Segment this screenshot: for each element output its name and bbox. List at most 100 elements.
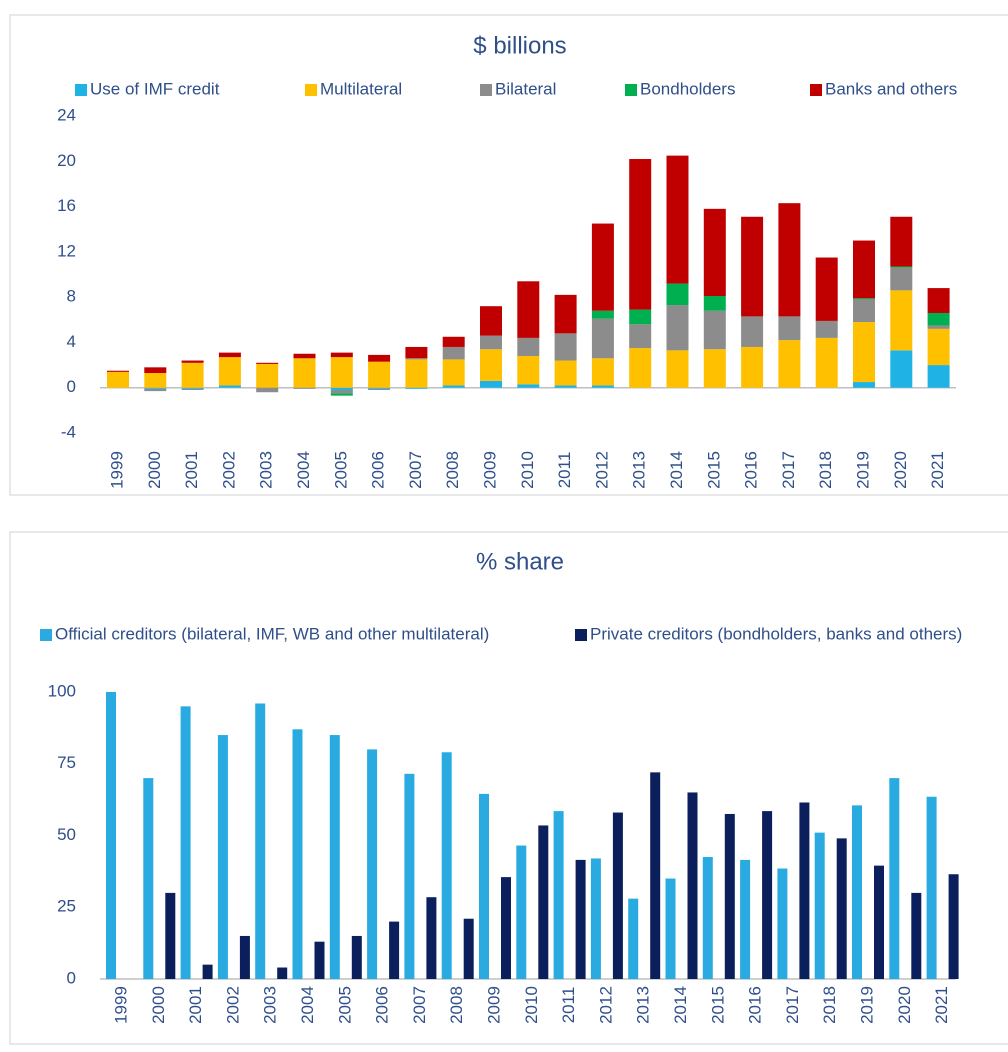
- bar: [538, 825, 549, 979]
- bar: [874, 865, 884, 979]
- x-tick-label: 2007: [406, 451, 425, 489]
- legend-swatch: [40, 629, 52, 641]
- bar-segment: [927, 288, 950, 313]
- legend-label: Official creditors (bilateral, IMF, WB a…: [55, 624, 489, 643]
- x-tick-label: 2009: [484, 986, 503, 1024]
- bar-segment: [405, 387, 428, 389]
- bar-segment: [368, 387, 391, 389]
- bar-segment: [181, 362, 204, 388]
- bar-segment: [591, 318, 614, 359]
- x-tick-label: 1999: [111, 986, 130, 1024]
- bar: [501, 877, 511, 979]
- bar-segment: [853, 322, 875, 383]
- y-tick-label: 50: [57, 825, 76, 844]
- bar-segment: [554, 385, 577, 388]
- bar: [143, 778, 154, 979]
- x-tick-label: 2012: [596, 986, 615, 1024]
- bar-segment: [330, 389, 353, 394]
- y-tick-label: 0: [67, 968, 76, 987]
- x-tick-label: 2005: [335, 986, 354, 1024]
- chart-title: $ billions: [473, 32, 566, 59]
- bar-segment: [629, 309, 652, 325]
- bar-segment: [890, 216, 913, 267]
- bar-segment: [442, 346, 465, 360]
- bar: [292, 729, 303, 979]
- legend-label: Use of IMF credit: [90, 79, 220, 98]
- bar-segment: [778, 316, 801, 341]
- x-tick-label: 2019: [853, 451, 872, 489]
- bar-segment: [330, 352, 353, 358]
- y-tick-label: 4: [67, 332, 76, 351]
- bar-segment: [629, 159, 652, 310]
- legend-swatch: [625, 84, 637, 96]
- x-tick-label: 2000: [145, 451, 164, 489]
- bar-segment: [815, 257, 838, 321]
- bar: [479, 793, 489, 979]
- x-tick-label: 2017: [779, 451, 798, 489]
- x-tick-label: 1999: [107, 451, 126, 489]
- bar-segment: [741, 316, 764, 347]
- bar: [665, 878, 676, 979]
- bar-segment: [591, 310, 614, 319]
- bar-segment: [554, 333, 577, 361]
- bar-segment: [703, 349, 726, 388]
- panel-frame: [9, 14, 1008, 496]
- bar-segment: [144, 372, 167, 388]
- x-tick-label: 2004: [294, 451, 313, 489]
- bar-segment: [107, 370, 129, 372]
- bar: [724, 813, 735, 979]
- bar: [202, 964, 213, 979]
- legend-label: Private creditors (bondholders, banks an…: [590, 624, 962, 643]
- y-tick-label: 20: [57, 151, 76, 170]
- x-tick-label: 2016: [742, 451, 761, 489]
- x-tick-label: 2015: [704, 451, 723, 489]
- bar-segment: [293, 353, 316, 359]
- bar-segment: [442, 385, 465, 388]
- bar: [836, 838, 847, 979]
- bar-segment: [890, 350, 913, 388]
- bar-segment: [927, 312, 950, 326]
- bar: [255, 703, 266, 979]
- bar: [367, 749, 378, 979]
- bar: [852, 805, 862, 979]
- bar: [351, 935, 362, 979]
- x-tick-label: 2005: [331, 451, 350, 489]
- bar-segment: [666, 305, 689, 351]
- bar-segment: [741, 216, 764, 317]
- bar: [389, 921, 400, 979]
- bar-segment: [218, 385, 241, 388]
- x-tick-label: 2013: [634, 986, 653, 1024]
- bar: [180, 706, 191, 979]
- bar-segment: [890, 266, 913, 268]
- chart-title: % share: [476, 548, 564, 575]
- x-tick-label: 2010: [518, 451, 537, 489]
- y-tick-label: 24: [57, 105, 76, 124]
- x-tick-label: 2018: [816, 451, 835, 489]
- bar-segment: [330, 393, 353, 396]
- bar-segment: [218, 352, 241, 358]
- legend-label: Banks and others: [825, 79, 957, 98]
- y-tick-label: 25: [57, 897, 76, 916]
- bar-segment: [815, 320, 838, 338]
- bar-segment: [405, 346, 428, 359]
- bar-segment: [666, 283, 689, 306]
- panel-frame: [9, 531, 1008, 1045]
- bar-segment: [442, 336, 465, 347]
- x-tick-label: 2017: [783, 986, 802, 1024]
- legend-swatch: [305, 84, 317, 96]
- bar: [612, 812, 623, 979]
- bar-segment: [368, 388, 391, 390]
- y-tick-label: 75: [57, 753, 76, 772]
- bar: [740, 859, 751, 979]
- bar-segment: [591, 223, 614, 311]
- legend-label: Bilateral: [495, 79, 556, 98]
- bar-segment: [778, 203, 801, 317]
- bar-segment: [927, 328, 950, 366]
- bar: [889, 778, 900, 979]
- bar-segment: [181, 388, 204, 390]
- bar: [217, 735, 228, 979]
- x-tick-label: 2021: [928, 451, 947, 489]
- legend-swatch: [810, 84, 822, 96]
- x-tick-label: 2016: [746, 986, 765, 1024]
